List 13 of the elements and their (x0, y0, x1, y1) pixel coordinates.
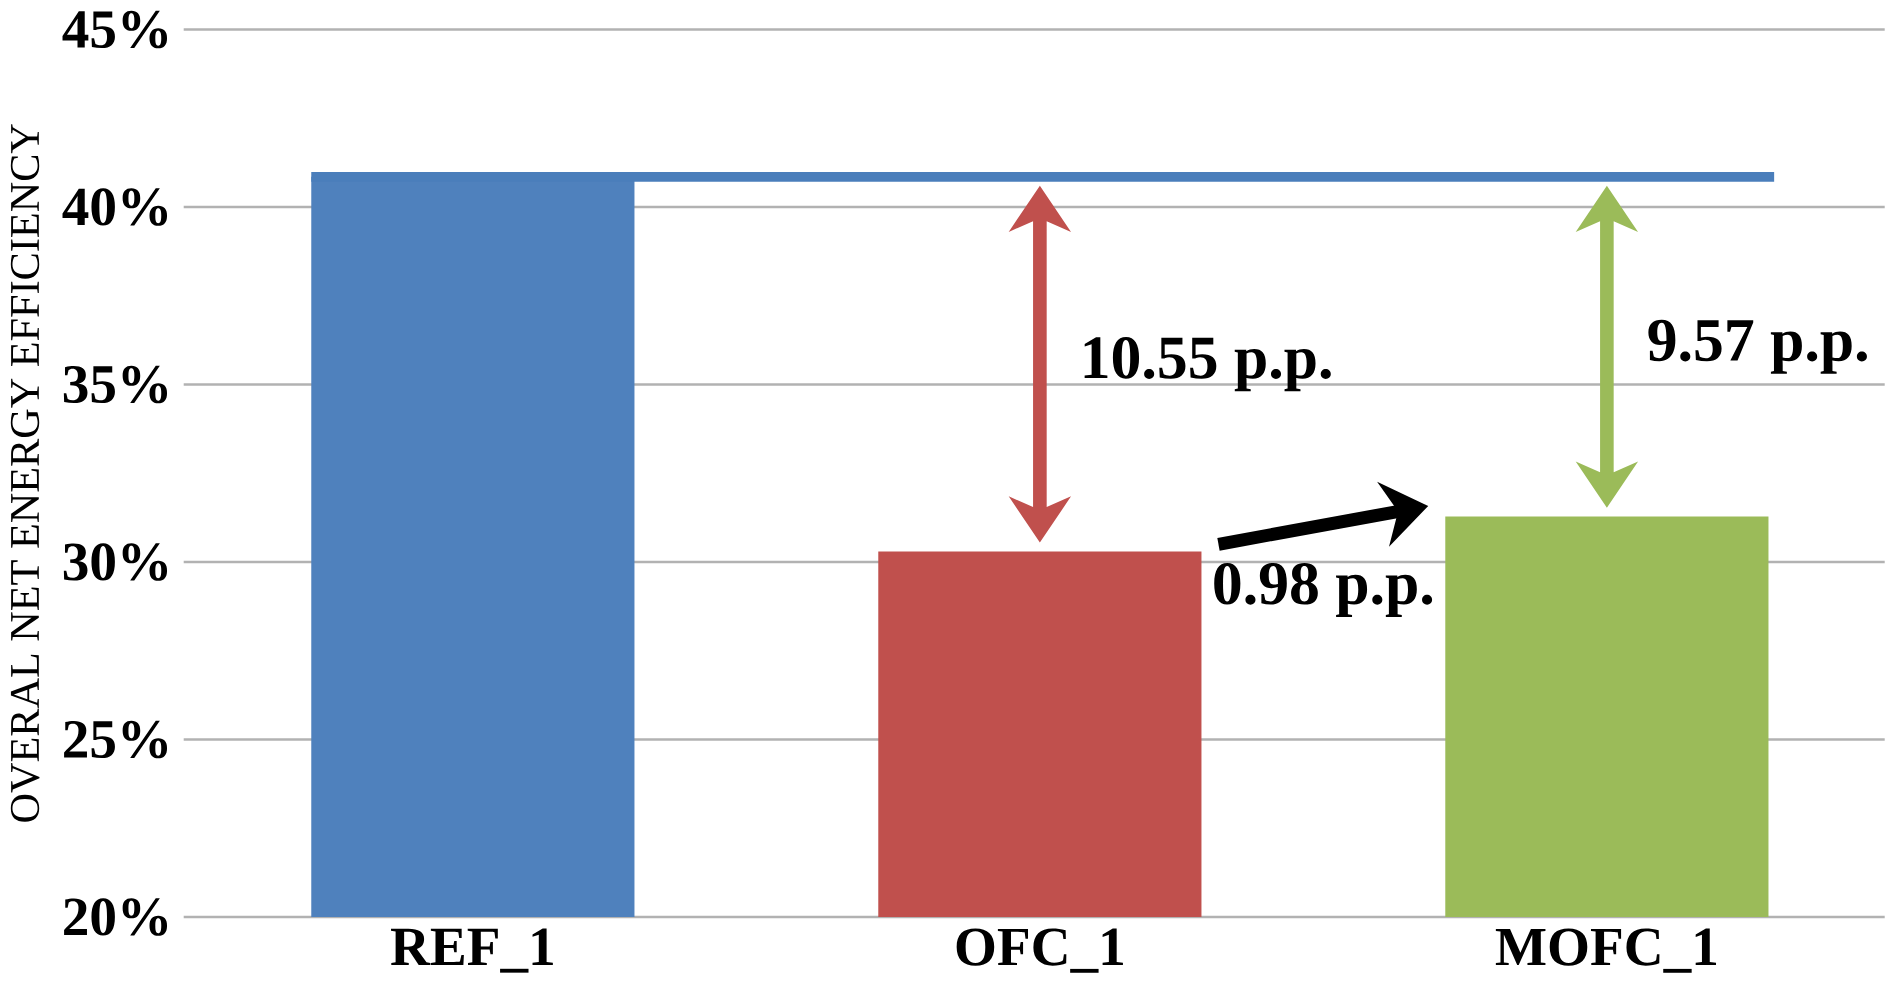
y-tick-label: 35% (63, 366, 168, 404)
x-tick-label: OFC_1 (956, 928, 1123, 973)
annotation: 10.55 p.p. (1084, 337, 1331, 392)
y-tick-label: 30% (63, 543, 168, 581)
y-tick-label: 40% (62, 188, 168, 226)
x-tick-label: REF_1 (390, 928, 553, 973)
x-tick-label: MOFC_1 (1495, 928, 1717, 973)
annotation: 0.98 p.p. (1214, 563, 1433, 618)
y-tick-label: 45% (62, 11, 168, 49)
y-tick-label: 20% (64, 898, 168, 936)
annotation: 9.57 p.p. (1648, 319, 1867, 374)
y-tick-label: 25% (64, 721, 168, 759)
y-axis-title: OVERAL NET ENERGY EFFICIENCY (10, 124, 40, 822)
